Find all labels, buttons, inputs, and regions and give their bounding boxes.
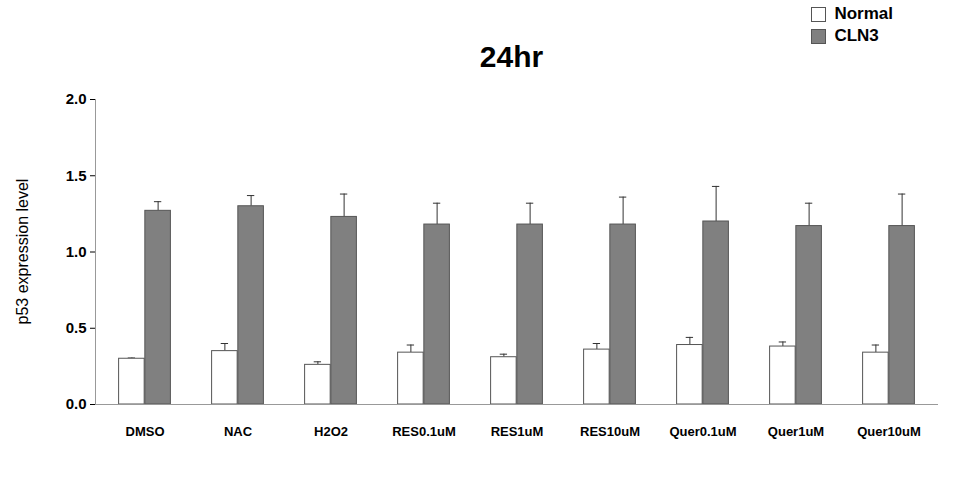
svg-text:RES0.1uM: RES0.1uM bbox=[392, 424, 456, 439]
svg-text:1.0: 1.0 bbox=[66, 243, 87, 260]
html-text:24hr: 24hr bbox=[479, 40, 544, 73]
svg-text:DMSO: DMSO bbox=[126, 424, 165, 439]
svg-text:H2O2: H2O2 bbox=[314, 424, 348, 439]
svg-text:p53 expression level: p53 expression level bbox=[14, 179, 31, 325]
svg-text:Quer10uM: Quer10uM bbox=[857, 424, 921, 439]
html-text:CLN3: CLN3 bbox=[834, 26, 879, 45]
svg-text:0.0: 0.0 bbox=[66, 395, 87, 412]
svg-text:NAC: NAC bbox=[224, 424, 253, 439]
svg-text:Quer1uM: Quer1uM bbox=[768, 424, 824, 439]
html-text:Normal: Normal bbox=[834, 4, 893, 23]
svg-text:1.5: 1.5 bbox=[66, 167, 87, 184]
svg-text:2.0: 2.0 bbox=[66, 90, 87, 107]
svg-text:RES1uM: RES1uM bbox=[491, 424, 544, 439]
svg-text:RES10uM: RES10uM bbox=[580, 424, 640, 439]
svg-text:0.5: 0.5 bbox=[66, 319, 87, 336]
svg-text:Quer0.1uM: Quer0.1uM bbox=[669, 424, 736, 439]
